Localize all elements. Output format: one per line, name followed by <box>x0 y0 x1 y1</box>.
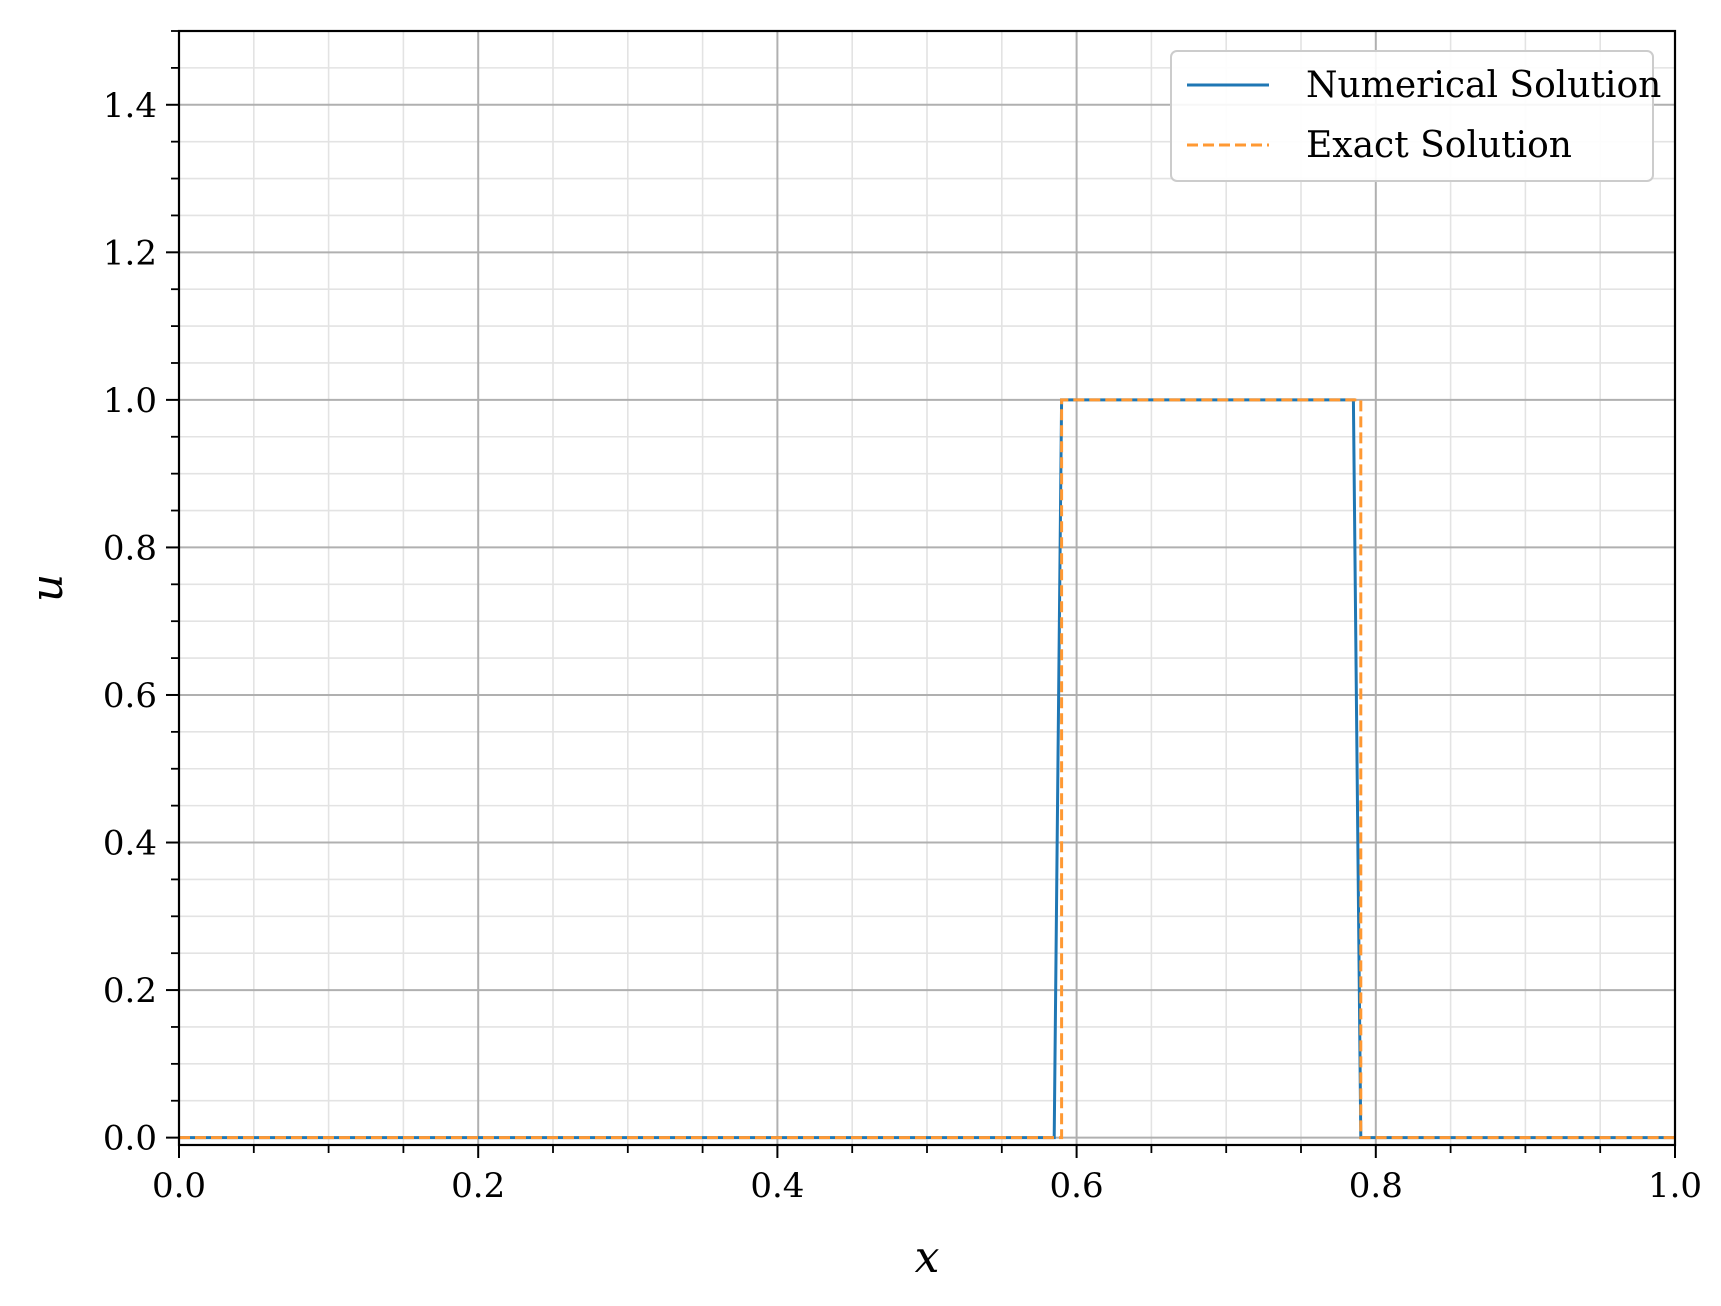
y-axis-label: u <box>22 574 73 602</box>
y-tick-label: 0.6 <box>103 676 157 716</box>
legend: Numerical Solution Exact Solution <box>1170 50 1661 182</box>
x-axis-label: x <box>915 1232 940 1283</box>
y-tick-label: 0.4 <box>103 824 157 864</box>
x-tick-label: 0.2 <box>451 1166 505 1206</box>
x-tick-label: 0.6 <box>1050 1166 1104 1206</box>
x-tick-label: 1.0 <box>1648 1166 1702 1206</box>
y-tick-label: 0.2 <box>103 971 157 1011</box>
series-line-exact-solution <box>179 398 1675 1140</box>
y-tick-label: 0.8 <box>103 528 157 568</box>
legend-box <box>1170 50 1654 182</box>
y-tick-label: 0.0 <box>103 1119 157 1159</box>
legend-label: Exact Solution <box>1306 125 1572 166</box>
axis-ticks: 0.0 0.2 0.4 0.6 0.8 1.0 0.0 0.2 0.4 0.6 0.8 1.0 1.2 1… <box>103 30 1702 1206</box>
y-tick-label: 1.0 <box>103 381 157 421</box>
minor-grid <box>179 30 1675 1145</box>
x-tick-label: 0.0 <box>152 1166 206 1206</box>
x-tick-label: 0.4 <box>750 1166 804 1206</box>
y-tick-label: 1.4 <box>103 86 157 126</box>
series-layer <box>179 398 1675 1140</box>
x-tick-label: 0.8 <box>1349 1166 1403 1206</box>
y-tick-label: 1.2 <box>103 233 157 273</box>
legend-label: Numerical Solution <box>1306 65 1661 106</box>
